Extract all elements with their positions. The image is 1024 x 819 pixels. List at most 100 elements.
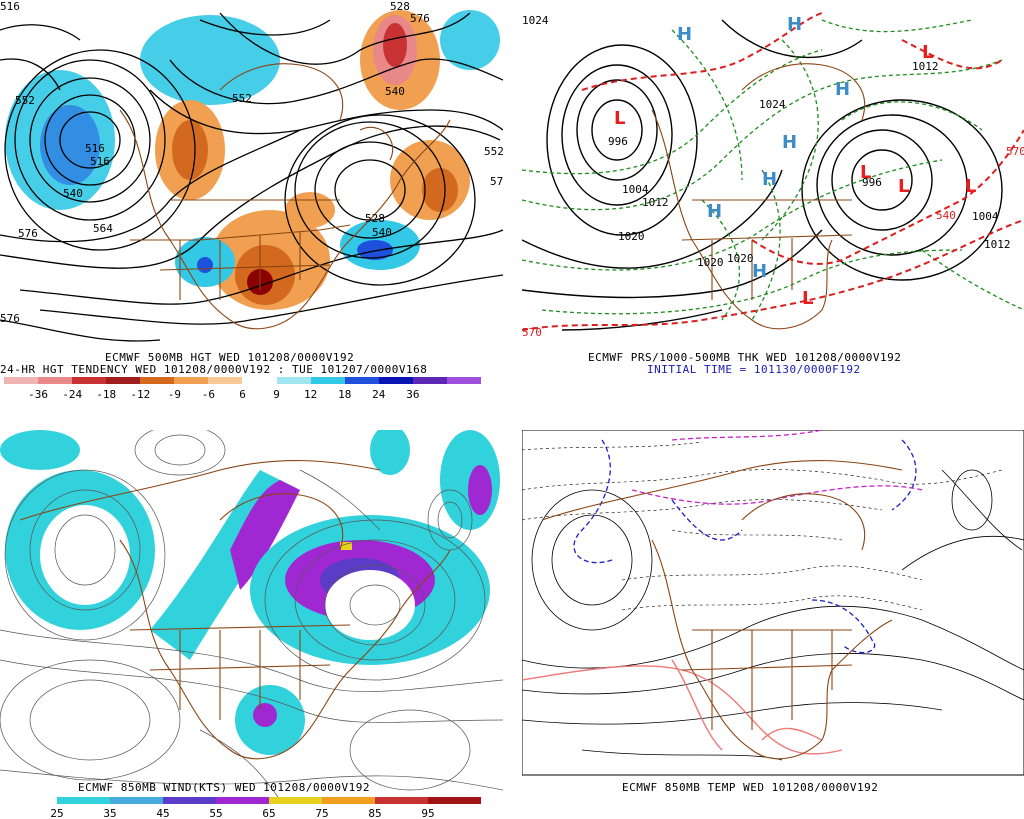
height-contours	[0, 12, 503, 342]
contour-labels: 552 516 516 540 576 564 552 540 528 552 …	[0, 0, 503, 325]
colorbar-cell	[72, 377, 107, 384]
caption-line-2: 24-HR HGT TENDENCY WED 101208/0000V192 :…	[0, 363, 428, 376]
isobar-label: 1004	[972, 210, 999, 223]
temperature-contours-dashed	[522, 441, 1003, 611]
colorbar-cell	[174, 377, 209, 384]
colorbar-cell	[110, 797, 163, 804]
low-center: L	[922, 42, 933, 63]
tendency-colorbar-labels: -36 -24 -18 -12 -9 -6 6 9 12 18 24 36	[0, 388, 503, 400]
land-outline	[651, 63, 866, 330]
contour-label: 528	[390, 0, 410, 13]
high-center: H	[752, 261, 767, 282]
thickness-label: 540	[936, 209, 956, 222]
colorbar-label: -36	[28, 388, 48, 400]
panel-500mb-height: 552 516 516 540 576 564 552 540 528 552 …	[0, 0, 503, 400]
streamlines	[0, 430, 503, 801]
colorbar-label: 24	[372, 388, 386, 400]
isobar-label: 996	[862, 176, 882, 189]
colorbar-cell	[412, 377, 447, 384]
colorbar-label: -9	[167, 388, 181, 400]
panel-pressure-thickness: L L L L L L H H H H H H H 1024 996 1004 …	[522, 0, 1024, 400]
thickness-lines	[522, 12, 1024, 331]
contour-label: 540	[63, 187, 83, 200]
high-center: H	[762, 169, 777, 190]
colorbar-label: 6	[239, 388, 246, 400]
colorbar-label: 95	[421, 807, 435, 819]
isobars	[522, 19, 1003, 331]
high-center: H	[677, 24, 692, 45]
map-850mb-wind	[0, 430, 503, 801]
high-center: H	[835, 79, 850, 100]
caption-line-1: ECMWF 850MB TEMP WED 101208/0000V192	[622, 781, 879, 794]
colorbar-label: 65	[262, 807, 276, 819]
colorbar-label: -12	[130, 388, 151, 400]
colorbar-cell	[57, 797, 110, 804]
cold-isotherm-magenta	[631, 430, 923, 505]
colorbar-cell	[38, 377, 73, 384]
map-pressure-thickness: L L L L L L H H H H H H H 1024 996 1004 …	[522, 12, 1024, 339]
colorbar-label: -6	[201, 388, 216, 400]
caption-line-1: ECMWF 850MB WIND(KTS) WED 101208/0000V19…	[78, 781, 371, 794]
isobar-label: 1024	[522, 14, 549, 27]
pressure-centers: L L L L L L H H H H H H H	[614, 14, 976, 309]
low-center: L	[614, 108, 625, 129]
wind-colorbar	[4, 797, 481, 804]
cold-isotherm	[573, 439, 917, 654]
contour-label: 540	[385, 85, 405, 98]
colorbar-label: 12	[304, 388, 318, 400]
colorbar-label: 25	[50, 807, 64, 819]
colorbar-cell	[106, 377, 141, 384]
contour-label: 576	[0, 312, 20, 325]
colorbar-cell	[269, 797, 322, 804]
isobar-label: 1020	[618, 230, 645, 243]
colorbar-label: -24	[62, 388, 83, 400]
panel-850mb-temp: ECMWF 850MB TEMP WED 101208/0000V192	[522, 430, 1024, 819]
caption-line-1: ECMWF PRS/1000-500MB THK WED 101208/0000…	[588, 351, 902, 364]
colorbar-label: -18	[96, 388, 117, 400]
high-center: H	[782, 132, 797, 153]
contour-label: 540	[372, 226, 392, 239]
contour-label: 576	[410, 12, 430, 25]
warm-isotherm	[522, 659, 843, 755]
colorbar-label: 85	[368, 807, 382, 819]
colorbar-cell	[4, 377, 39, 384]
isobar-label: 1012	[642, 196, 669, 209]
low-center: L	[898, 176, 909, 197]
colorbar-cell	[276, 377, 311, 384]
contour-label: 516	[85, 142, 105, 155]
thickness-label: 570	[1006, 145, 1024, 158]
colorbar-cell	[428, 797, 481, 804]
contour-label: 552	[15, 94, 35, 107]
colorbar-cell	[4, 797, 57, 804]
contour-label: 564	[93, 222, 113, 235]
colorbar-label: 45	[156, 807, 170, 819]
colorbar-label: 36	[406, 388, 420, 400]
map-850mb-temp	[522, 430, 1024, 776]
colorbar-cell	[163, 797, 216, 804]
colorbar-label: 9	[273, 388, 280, 400]
contour-label: 576	[490, 175, 503, 188]
isobar-label: 1020	[697, 256, 724, 269]
low-center: L	[802, 288, 813, 309]
colorbar-label: 35	[103, 807, 117, 819]
caption-line-2: INITIAL TIME = 101130/0000F192	[647, 363, 861, 376]
colorbar-cell	[242, 377, 277, 384]
contour-label: 576	[18, 227, 38, 240]
isobar-label: 1024	[759, 98, 786, 111]
colorbar-cell	[208, 377, 243, 384]
colorbar-cell	[322, 797, 375, 804]
isobar-label: 996	[608, 135, 628, 148]
land-outline	[541, 459, 903, 760]
contour-label: 552	[484, 145, 503, 158]
colorbar-cell	[446, 377, 481, 384]
land-outline	[19, 459, 451, 760]
isobar-label: 1012	[912, 60, 939, 73]
colorbar-label: 75	[315, 807, 329, 819]
colorbar-cell	[378, 377, 413, 384]
contour-label: 528	[365, 212, 385, 225]
caption-line-1: ECMWF 500MB HGT WED 101208/0000V192	[105, 351, 355, 364]
low-center: L	[965, 176, 976, 197]
colorbar-cell	[140, 377, 175, 384]
thickness-labels: 570 540 570	[522, 145, 1024, 339]
colorbar-cell	[310, 377, 345, 384]
